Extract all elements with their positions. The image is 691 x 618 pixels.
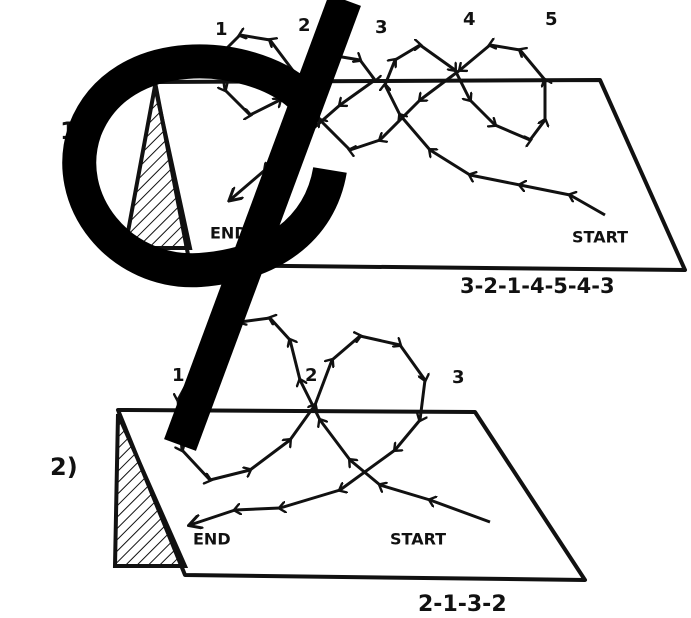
point-label: 2: [305, 365, 318, 386]
figure-label: 2): [50, 453, 78, 481]
point-label: 2: [298, 15, 311, 36]
point-label: 5: [545, 9, 558, 30]
start-label: START: [572, 228, 628, 247]
start-label: START: [390, 530, 446, 549]
figure-2: 2) 1 2 3 END START 2-1-3-2: [50, 318, 585, 617]
sequence: 3-2-1-4-5-4-3: [460, 274, 615, 298]
point-label: 4: [463, 9, 476, 30]
sequence: 2-1-3-2: [418, 592, 507, 617]
point-label: 3: [375, 17, 388, 38]
end-label: END: [193, 530, 231, 549]
diagram: 1) 1 2 3 4 5 END START 3-2-1-4-5-4-3 2) …: [0, 0, 691, 618]
hatched-block: [125, 86, 190, 248]
point-label: 1: [172, 365, 185, 386]
point-label: 3: [452, 367, 465, 388]
point-label: 1: [215, 19, 228, 40]
